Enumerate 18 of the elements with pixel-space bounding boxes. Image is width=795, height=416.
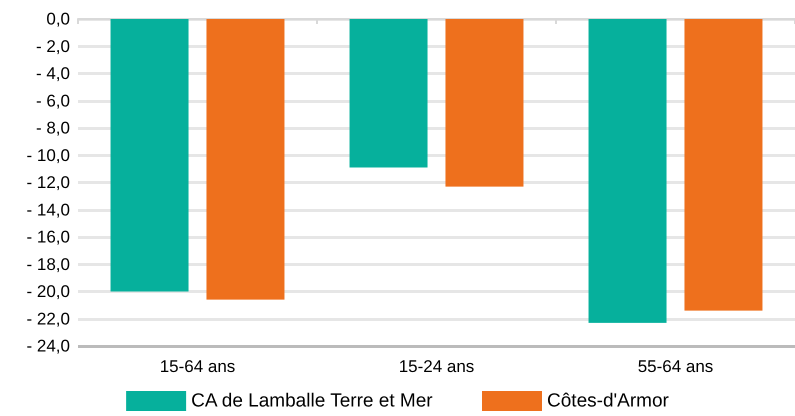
x-tick-label: 55-64 ans bbox=[638, 357, 714, 376]
x-tick-label: 15-24 ans bbox=[398, 357, 474, 376]
x-tick-label: 15-64 ans bbox=[160, 357, 236, 376]
y-tick-label: - 8,0 bbox=[36, 118, 70, 138]
y-tick-label: - 24,0 bbox=[26, 336, 70, 356]
y-tick-label: - 22,0 bbox=[26, 309, 70, 328]
y-tick-label: - 2,0 bbox=[36, 36, 70, 56]
legend-label: CA de Lamballe Terre et Mer bbox=[191, 390, 434, 412]
y-tick-label: - 6,0 bbox=[36, 91, 70, 110]
y-tick-label: 0,0 bbox=[46, 10, 70, 28]
legend-label: Côtes-d'Armor bbox=[547, 390, 670, 412]
y-tick-label: - 18,0 bbox=[26, 254, 70, 274]
y-tick-label: - 4,0 bbox=[36, 64, 70, 83]
y-tick-label: - 14,0 bbox=[26, 200, 70, 220]
y-tick-label: - 20,0 bbox=[26, 282, 70, 301]
y-tick-label: - 10,0 bbox=[26, 146, 70, 165]
y-tick-label: - 12,0 bbox=[26, 173, 70, 192]
y-tick-label: - 16,0 bbox=[26, 228, 70, 246]
